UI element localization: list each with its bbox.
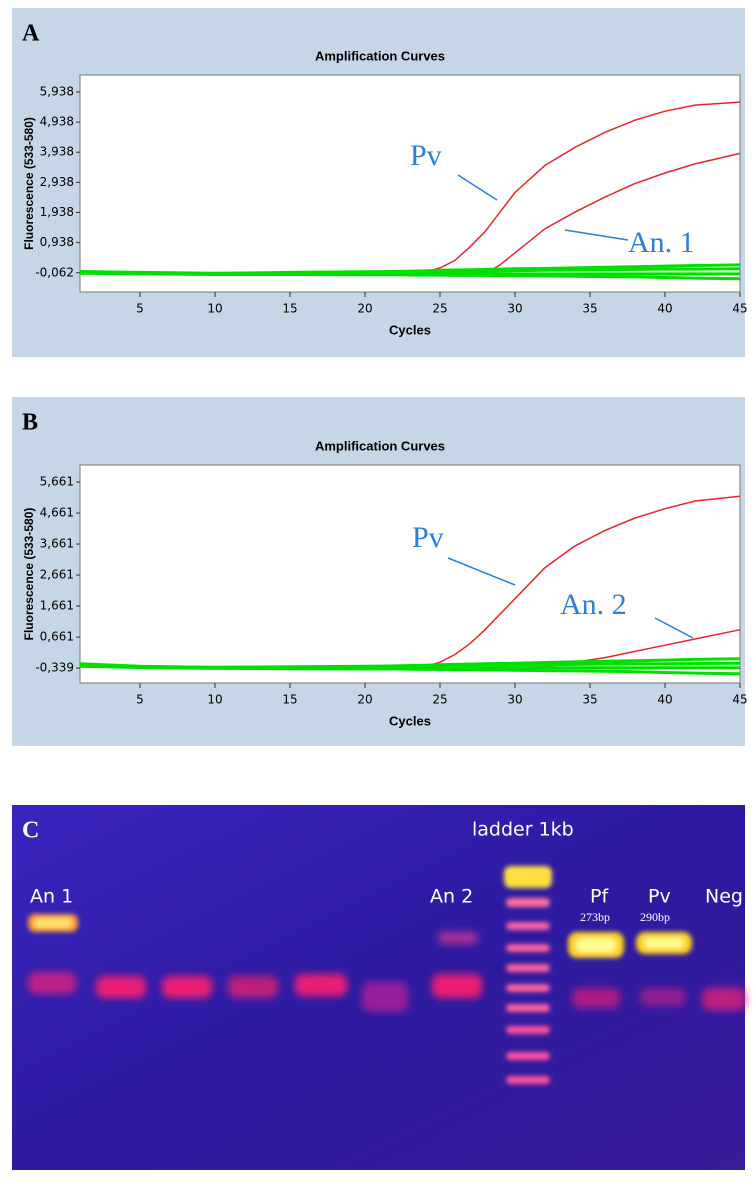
leader-line bbox=[564, 229, 629, 241]
leader-line bbox=[447, 557, 516, 586]
data-line bbox=[79, 661, 741, 669]
x-tick-label: 30 bbox=[507, 693, 522, 707]
chart: B Amplification Curves Cycles Fluorescence … bbox=[12, 397, 748, 746]
x-tick-label: 35 bbox=[582, 693, 597, 707]
lane-label: Pf bbox=[590, 886, 609, 908]
y-tick-label: 5,938 bbox=[40, 84, 74, 98]
series-label: An. 2 bbox=[560, 588, 627, 621]
x-tick-label: 25 bbox=[432, 302, 447, 316]
y-tick-label: 1,938 bbox=[40, 205, 74, 219]
x-tick-label: 20 bbox=[357, 693, 372, 707]
gel-bands bbox=[28, 866, 692, 1084]
gel-smears bbox=[28, 932, 746, 1012]
panel-letter: A bbox=[22, 21, 40, 47]
plot-area bbox=[79, 464, 741, 684]
panel-letter: C bbox=[22, 818, 39, 844]
x-tick-label: 30 bbox=[507, 302, 522, 316]
data-line bbox=[79, 664, 741, 676]
series-label: An. 1 bbox=[628, 226, 695, 259]
panel-letter: B bbox=[22, 410, 38, 436]
lane-label: An 2 bbox=[430, 886, 473, 908]
lane-label: Neg bbox=[705, 886, 743, 908]
x-tick-label: 15 bbox=[282, 302, 297, 316]
leader-line bbox=[654, 617, 694, 639]
y-tick-label: 3,661 bbox=[40, 537, 74, 551]
y-tick-label: 0,661 bbox=[40, 630, 74, 644]
x-tick-label: 45 bbox=[732, 302, 747, 316]
x-tick-label: 5 bbox=[136, 693, 144, 707]
x-axis-label: Cycles bbox=[389, 322, 431, 337]
gel-panel: C ladder 1kb An 1 An 2 Pf 273bp Pv 290bp… bbox=[12, 805, 746, 1170]
series-label: Pv bbox=[410, 139, 442, 172]
x-tick-label: 10 bbox=[207, 693, 222, 707]
lane-size: 273bp bbox=[580, 910, 610, 924]
plot-area bbox=[79, 74, 741, 293]
y-tick-label: 5,661 bbox=[40, 475, 74, 489]
y-axis-label: Fluorescence (533-580) bbox=[22, 508, 36, 641]
y-axis-label: Fluorescence (533-580) bbox=[22, 117, 36, 250]
y-tick-label: 4,661 bbox=[40, 506, 74, 520]
chart-title: Amplification Curves bbox=[315, 438, 445, 453]
lane-label: An 1 bbox=[30, 886, 73, 908]
y-tick-label: 1,661 bbox=[40, 599, 74, 613]
y-tick-label: 4,938 bbox=[40, 115, 74, 129]
x-tick-label: 25 bbox=[432, 693, 447, 707]
x-tick-label: 35 bbox=[582, 302, 597, 316]
chart: A Amplification Curves Cycles Fluorescence … bbox=[12, 8, 748, 357]
x-tick-label: 15 bbox=[282, 693, 297, 707]
series-label: Pv bbox=[412, 521, 444, 554]
y-tick-label: 2,661 bbox=[40, 568, 74, 582]
x-tick-label: 45 bbox=[732, 693, 747, 707]
lane-label: Pv bbox=[648, 886, 671, 908]
data-line bbox=[79, 267, 741, 276]
x-axis-label: Cycles bbox=[389, 713, 431, 728]
ladder-label: ladder 1kb bbox=[472, 819, 574, 841]
y-tick-label: -0,339 bbox=[35, 661, 74, 675]
leader-line bbox=[457, 174, 498, 201]
x-tick-label: 40 bbox=[657, 302, 672, 316]
y-tick-label: 0,938 bbox=[40, 235, 74, 249]
x-tick-label: 40 bbox=[657, 693, 672, 707]
x-tick-label: 10 bbox=[207, 302, 222, 316]
chart-title: Amplification Curves bbox=[315, 48, 445, 63]
y-tick-label: 2,938 bbox=[40, 175, 74, 189]
y-tick-label: 3,938 bbox=[40, 145, 74, 159]
x-tick-label: 20 bbox=[357, 302, 372, 316]
y-tick-label: -0,062 bbox=[35, 265, 74, 279]
lane-size: 290bp bbox=[640, 910, 670, 924]
x-tick-label: 5 bbox=[136, 302, 144, 316]
